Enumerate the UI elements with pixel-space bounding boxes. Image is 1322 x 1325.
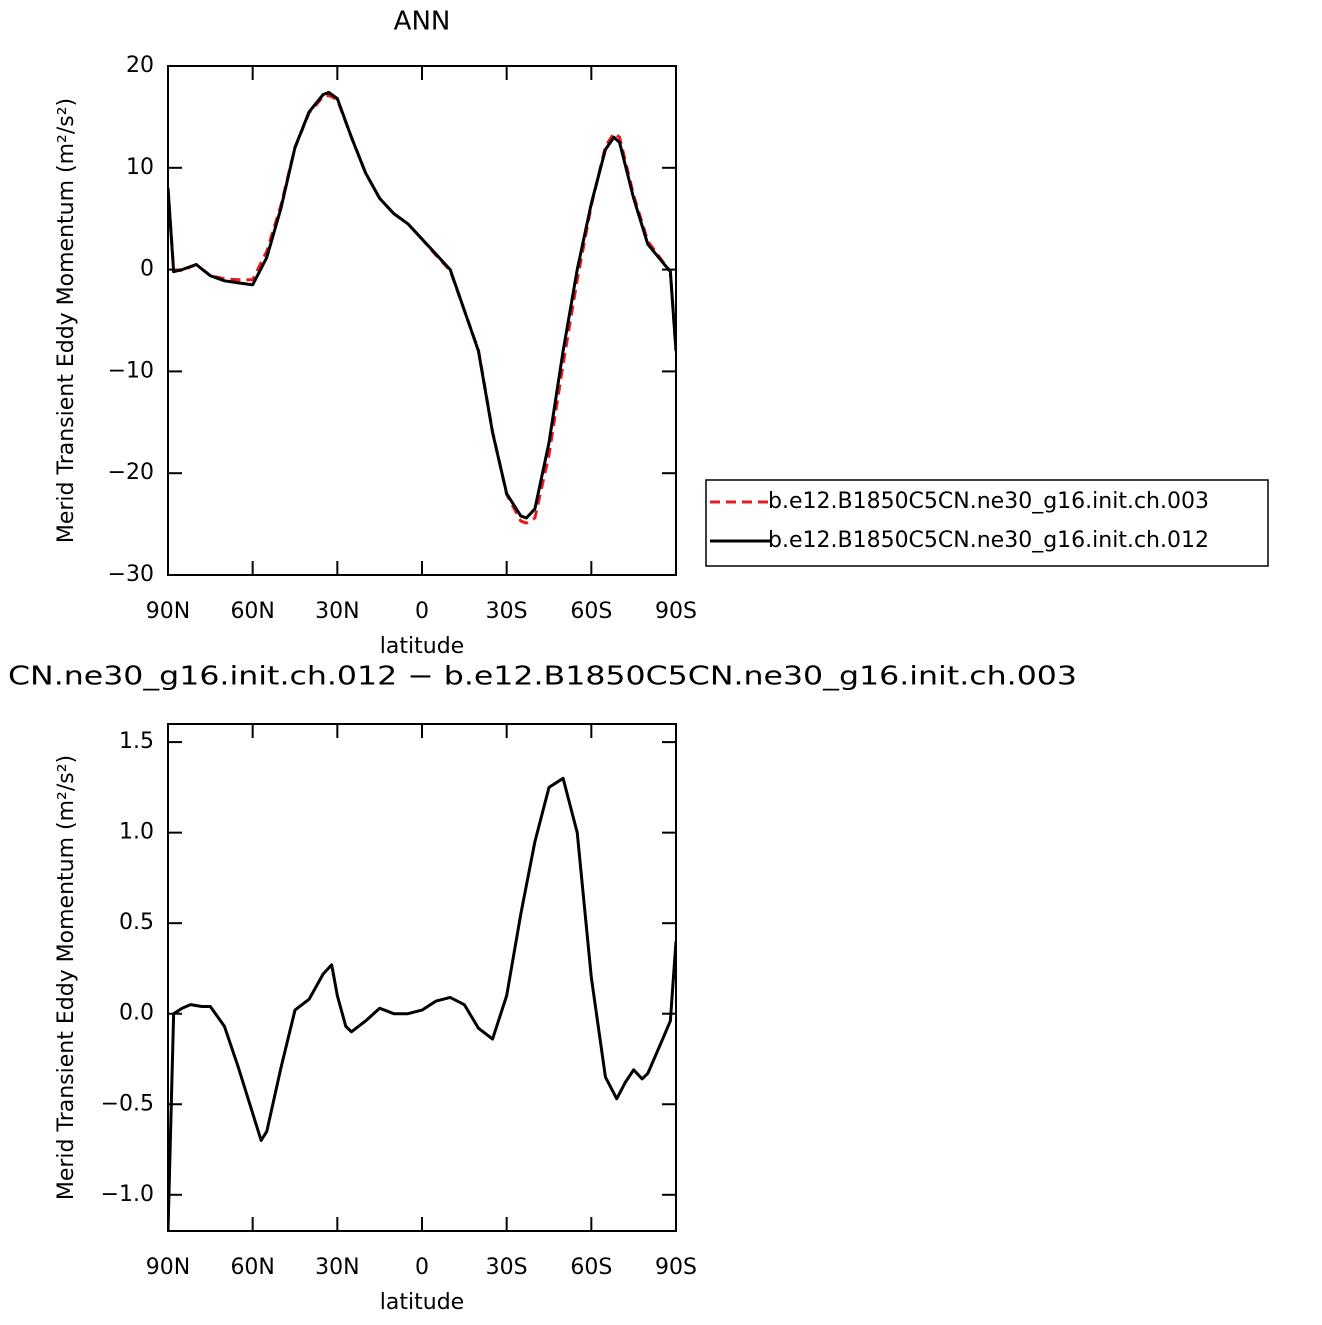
x-tick-label: 60S	[570, 1255, 612, 1280]
y-tick-label: −10	[108, 358, 154, 383]
x-tick-label: 90N	[146, 1255, 190, 1280]
data-line	[168, 94, 676, 525]
x-tick-label: 60S	[570, 599, 612, 624]
y-axis-label: Merid Transient Eddy Momentum (m²/s²)	[54, 98, 79, 543]
data-line	[168, 90, 676, 520]
y-tick-label: 10	[126, 155, 154, 180]
x-tick-label: 30S	[486, 1255, 528, 1280]
x-tick-label: 90S	[655, 599, 697, 624]
y-tick-label: −30	[108, 562, 154, 587]
y-tick-label: −0.5	[101, 1091, 154, 1116]
y-tick-label: 0.0	[119, 1001, 154, 1026]
y-tick-label: 1.0	[119, 820, 154, 845]
y-tick-label: 20	[126, 53, 154, 78]
x-axis-label: latitude	[380, 634, 464, 659]
legend-box	[705, 479, 1269, 567]
legend-label: b.e12.B1850C5CN.ne30_g16.init.ch.003	[768, 489, 1209, 514]
x-tick-label: 90S	[655, 1255, 697, 1280]
x-tick-label: 60N	[230, 1255, 274, 1280]
plot-frame	[167, 65, 677, 576]
data-line	[168, 776, 676, 1231]
y-tick-label: 0	[140, 257, 154, 282]
y-tick-label: −20	[108, 460, 154, 485]
x-tick-label: 30S	[486, 599, 528, 624]
x-tick-label: 0	[415, 599, 429, 624]
chart-title: ANN	[394, 7, 451, 37]
x-tick-label: 30N	[315, 1255, 359, 1280]
y-tick-label: 1.5	[119, 729, 154, 754]
x-tick-label: 60N	[230, 599, 274, 624]
legend-label: b.e12.B1850C5CN.ne30_g16.init.ch.012	[768, 528, 1209, 553]
chart-title: CN.ne30_g16.init.ch.012 − b.e12.B1850C5C…	[8, 662, 1077, 692]
x-tick-label: 90N	[146, 599, 190, 624]
y-tick-label: −1.0	[101, 1182, 154, 1207]
x-axis-label: latitude	[380, 1290, 464, 1315]
y-tick-label: 0.5	[119, 910, 154, 935]
y-axis-label: Merid Transient Eddy Momentum (m²/s²)	[54, 755, 79, 1200]
plot-frame	[167, 723, 677, 1232]
x-tick-label: 0	[415, 1255, 429, 1280]
x-tick-label: 30N	[315, 599, 359, 624]
